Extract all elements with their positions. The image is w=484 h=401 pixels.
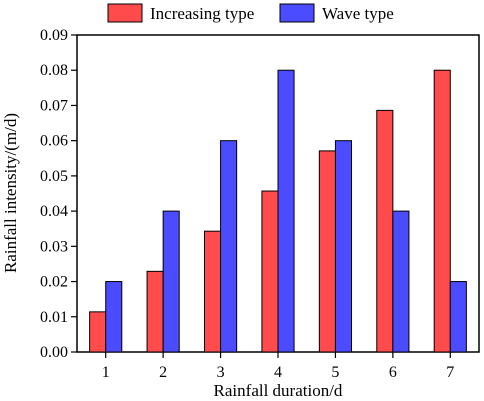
bar-increasing-type-4	[261, 190, 279, 353]
x-tick-label: 1	[102, 364, 110, 381]
x-axis-title: Rainfall duration/d	[214, 381, 343, 400]
bar-wave-type-7	[449, 281, 467, 353]
bar-wave-type-5	[334, 140, 353, 353]
y-tick-label: 0.00	[40, 344, 68, 361]
bar-wave-type-3	[220, 140, 238, 353]
y-tick-label: 0.09	[40, 27, 68, 44]
bar-wave-type-6	[392, 210, 410, 353]
y-tick-label: 0.03	[40, 238, 68, 255]
x-tick-label: 6	[389, 364, 397, 381]
legend-label-wave-type: Wave type	[322, 4, 394, 23]
bar-increasing-type-3	[203, 230, 222, 353]
y-tick-label: 0.04	[40, 203, 68, 220]
y-tick-label: 0.05	[40, 168, 68, 185]
bars-group	[89, 69, 467, 353]
bar-increasing-type-2	[146, 270, 164, 353]
legend-label-increasing-type: Increasing type	[150, 4, 254, 23]
bar-wave-type-1	[105, 281, 123, 353]
x-tick-label: 5	[331, 364, 339, 381]
bar-increasing-type-5	[318, 150, 336, 353]
x-tick-label: 4	[274, 364, 282, 381]
y-tick-label: 0.02	[40, 274, 68, 291]
bar-increasing-type-1	[89, 311, 107, 353]
x-tick-label: 7	[446, 364, 454, 381]
x-axis-ticks: 1 2 3 4 5 6 7	[102, 352, 454, 381]
legend-swatch-wave-type	[279, 3, 315, 23]
bar-increasing-type-6	[376, 109, 394, 353]
y-tick-label: 0.08	[40, 62, 68, 79]
legend: Increasing type Wave type	[107, 3, 394, 23]
y-tick-label: 0.07	[40, 97, 68, 114]
y-tick-label: 0.06	[40, 133, 68, 150]
x-tick-label: 3	[217, 364, 225, 381]
y-axis-title: Rainfall intensity/(m/d)	[1, 113, 20, 273]
y-tick-label: 0.01	[40, 309, 68, 326]
y-axis-ticks: 0.00 0.01 0.02 0.03 0.04 0.05 0.06 0.07 0.08 0.09	[40, 27, 77, 361]
legend-swatch-increasing-type	[107, 3, 143, 23]
bar-wave-type-4	[277, 69, 295, 353]
x-tick-label: 2	[159, 364, 167, 381]
bar-wave-type-2	[162, 210, 180, 353]
bar-increasing-type-7	[433, 69, 451, 353]
